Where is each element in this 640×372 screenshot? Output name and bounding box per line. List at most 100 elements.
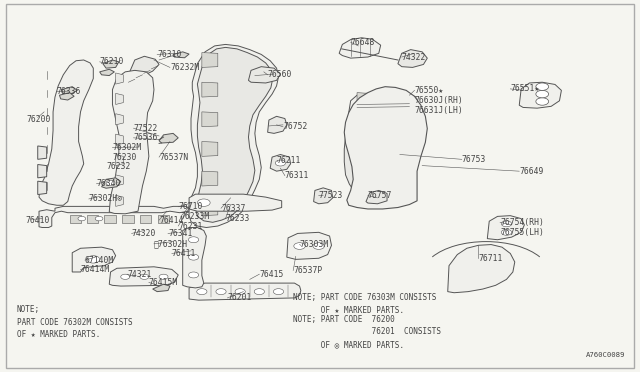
- Circle shape: [216, 289, 226, 295]
- Text: 76757: 76757: [368, 191, 392, 200]
- Polygon shape: [357, 182, 368, 190]
- Polygon shape: [398, 49, 428, 67]
- Polygon shape: [344, 88, 415, 203]
- Polygon shape: [357, 93, 368, 102]
- Polygon shape: [287, 232, 332, 259]
- Text: 74320: 74320: [132, 229, 156, 238]
- Polygon shape: [39, 206, 189, 228]
- Polygon shape: [159, 134, 178, 143]
- Text: 76341: 76341: [168, 229, 193, 238]
- Text: 76550★: 76550★: [415, 86, 444, 95]
- Polygon shape: [339, 38, 381, 58]
- Circle shape: [159, 274, 168, 279]
- Polygon shape: [202, 52, 218, 67]
- Polygon shape: [38, 181, 47, 195]
- Polygon shape: [270, 154, 291, 171]
- Text: 76711: 76711: [478, 254, 503, 263]
- Polygon shape: [116, 93, 124, 105]
- Polygon shape: [202, 112, 218, 127]
- Polygon shape: [103, 60, 119, 68]
- Polygon shape: [116, 195, 124, 206]
- Text: 76232: 76232: [106, 162, 131, 171]
- Text: 76311: 76311: [285, 171, 309, 180]
- Polygon shape: [314, 188, 333, 204]
- Text: 76310: 76310: [157, 50, 182, 59]
- Text: NOTE;
PART CODE 76302M CONSISTS
OF ★ MARKED PARTS.: NOTE; PART CODE 76302M CONSISTS OF ★ MAR…: [17, 305, 132, 339]
- Text: 74322: 74322: [402, 52, 426, 61]
- Circle shape: [188, 237, 198, 243]
- Text: 76710: 76710: [178, 202, 203, 211]
- Polygon shape: [487, 216, 524, 240]
- Polygon shape: [344, 87, 428, 209]
- Polygon shape: [182, 228, 206, 288]
- Text: 76210: 76210: [100, 57, 124, 66]
- Text: 76201: 76201: [227, 294, 252, 302]
- Text: 76211: 76211: [276, 155, 301, 164]
- Circle shape: [536, 90, 548, 98]
- Text: 76753: 76753: [462, 155, 486, 164]
- Text: 76649: 76649: [519, 167, 543, 176]
- Text: 76410: 76410: [25, 217, 49, 225]
- Text: 76303M: 76303M: [300, 240, 329, 249]
- Polygon shape: [72, 247, 116, 272]
- Circle shape: [254, 289, 264, 295]
- Circle shape: [197, 199, 210, 206]
- Text: 76755(LH): 76755(LH): [500, 228, 544, 237]
- Polygon shape: [202, 201, 218, 216]
- Polygon shape: [173, 52, 189, 58]
- Polygon shape: [100, 69, 115, 76]
- Text: 76414M: 76414M: [81, 265, 110, 274]
- Text: 76337: 76337: [221, 204, 245, 213]
- Text: NOTE; PART CODE 76303M CONSISTS
      OF ★ MARKED PARTS.: NOTE; PART CODE 76303M CONSISTS OF ★ MAR…: [293, 294, 436, 315]
- Polygon shape: [87, 215, 99, 223]
- Text: NOTE; PART CODE  76200
                 76201  CONSISTS
      OF ◎ MARKED PARTS.: NOTE; PART CODE 76200 76201 CONSISTS OF …: [293, 315, 441, 349]
- Polygon shape: [349, 93, 417, 114]
- Text: 76631J(LH): 76631J(LH): [415, 106, 463, 115]
- Text: 76302M: 76302M: [113, 143, 141, 152]
- Circle shape: [275, 160, 285, 166]
- Circle shape: [106, 180, 115, 186]
- Text: 76536: 76536: [134, 133, 158, 142]
- Polygon shape: [448, 244, 515, 293]
- Text: 76537P: 76537P: [293, 266, 323, 275]
- Text: 76415M: 76415M: [149, 278, 178, 287]
- Text: 76230: 76230: [113, 153, 137, 161]
- Polygon shape: [122, 215, 134, 223]
- Text: 76630J(RH): 76630J(RH): [415, 96, 463, 105]
- Polygon shape: [70, 215, 81, 223]
- Text: 76232M: 76232M: [170, 63, 199, 72]
- Circle shape: [294, 243, 305, 249]
- Polygon shape: [116, 154, 124, 166]
- Polygon shape: [39, 60, 93, 205]
- Text: 74321: 74321: [127, 270, 152, 279]
- Polygon shape: [109, 70, 154, 214]
- Polygon shape: [61, 87, 77, 94]
- Circle shape: [140, 274, 149, 279]
- Polygon shape: [116, 114, 124, 125]
- Polygon shape: [202, 141, 218, 156]
- Polygon shape: [158, 215, 170, 223]
- Text: 76411: 76411: [172, 249, 196, 258]
- Polygon shape: [189, 194, 282, 211]
- Text: 76414: 76414: [159, 216, 184, 225]
- Polygon shape: [125, 56, 159, 86]
- Polygon shape: [140, 215, 152, 223]
- Text: 76200: 76200: [26, 115, 51, 124]
- Text: 77523: 77523: [319, 191, 343, 200]
- Polygon shape: [347, 89, 411, 202]
- Text: 76560: 76560: [268, 70, 292, 79]
- Text: 76754(RH): 76754(RH): [500, 218, 544, 227]
- Polygon shape: [202, 82, 218, 97]
- Polygon shape: [60, 93, 74, 100]
- Text: 76233: 76233: [225, 214, 250, 223]
- Polygon shape: [357, 159, 368, 168]
- Text: ❠76302H: ❠76302H: [154, 239, 188, 248]
- Text: A760C0089: A760C0089: [586, 352, 625, 358]
- Text: 76537N: 76537N: [159, 153, 188, 161]
- Text: 76233M: 76233M: [180, 212, 210, 221]
- Circle shape: [196, 289, 207, 295]
- Circle shape: [188, 272, 198, 278]
- Circle shape: [121, 274, 130, 279]
- Polygon shape: [268, 116, 287, 134]
- Circle shape: [87, 256, 100, 263]
